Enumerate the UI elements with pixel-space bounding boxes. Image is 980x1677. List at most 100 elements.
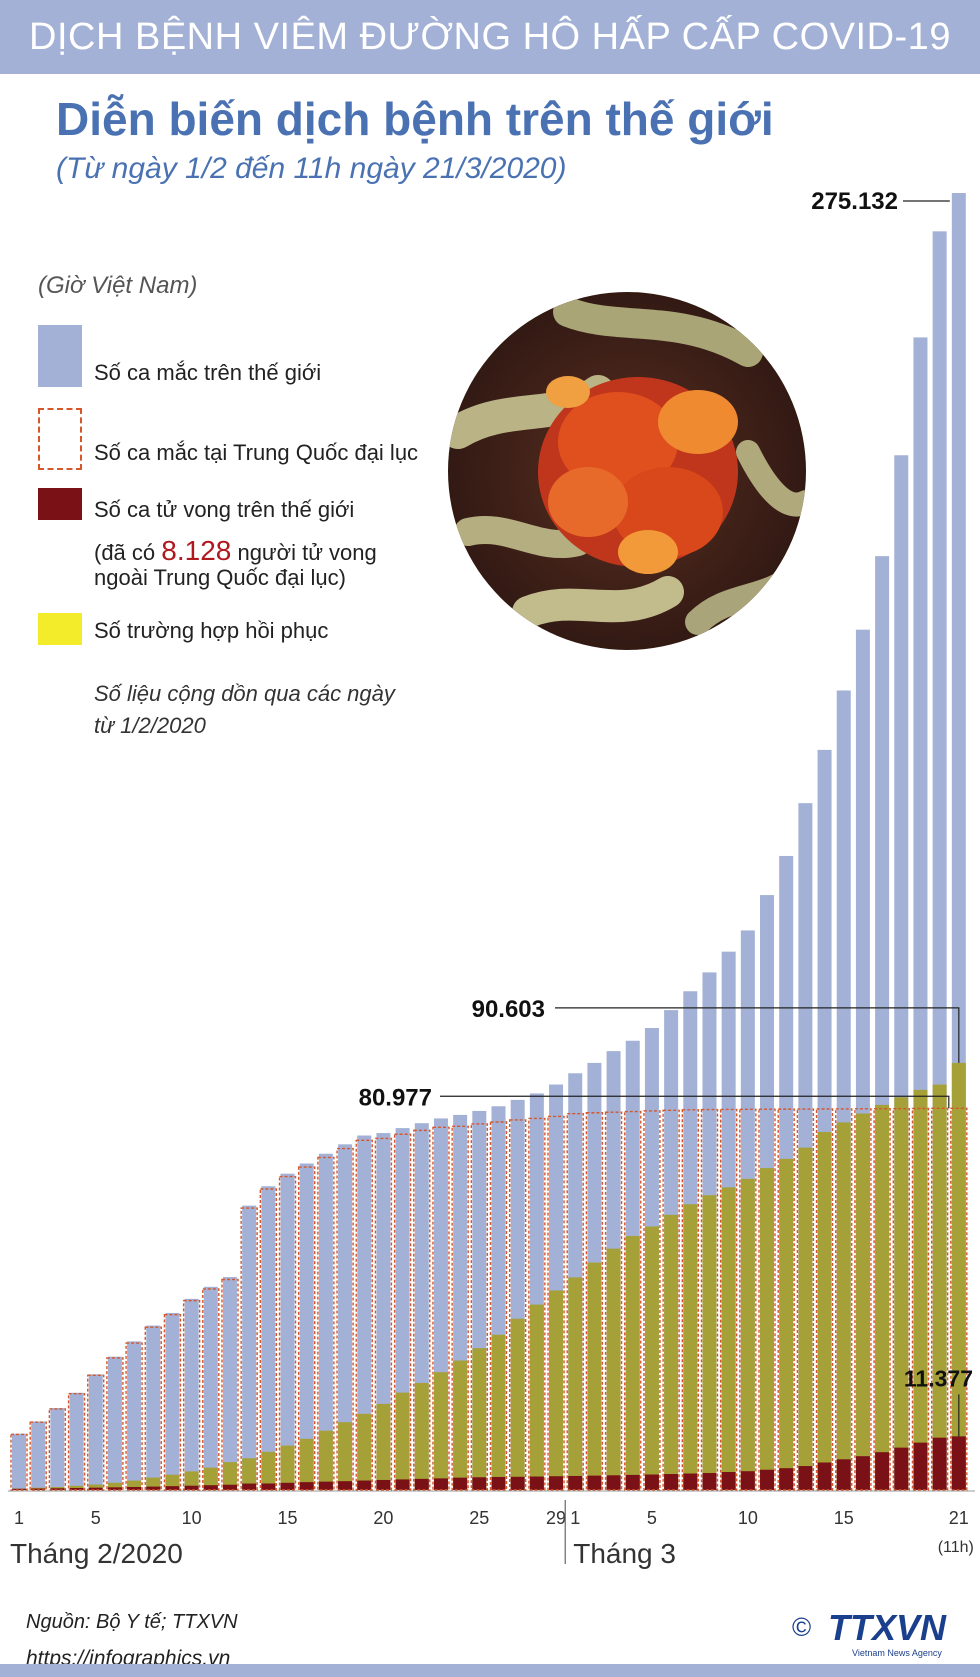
bar-world-deaths bbox=[376, 1479, 391, 1490]
bar-world-deaths bbox=[702, 1473, 717, 1490]
month-label: Tháng 3 bbox=[573, 1538, 676, 1569]
bar-world-cases bbox=[12, 1433, 26, 1490]
source-note: Nguồn: Bộ Y tế; TTXVN bbox=[26, 1611, 238, 1633]
bar-world-deaths bbox=[913, 1442, 928, 1490]
bar-world-deaths bbox=[107, 1487, 122, 1490]
bar-recovered bbox=[817, 1131, 832, 1490]
bar-world-cases bbox=[222, 1277, 237, 1490]
bar-china-cases bbox=[144, 1326, 162, 1491]
bar-china-cases bbox=[508, 1119, 527, 1491]
x-tick-label: 10 bbox=[182, 1508, 202, 1528]
bar-recovered bbox=[951, 1062, 966, 1490]
legend-label-world-cases: Số ca mắc trên thế giới bbox=[94, 360, 322, 385]
bar-china-cases bbox=[604, 1111, 623, 1491]
bar-recovered bbox=[683, 1204, 698, 1490]
bar-recovered bbox=[702, 1195, 717, 1490]
bar-world-deaths bbox=[453, 1477, 468, 1490]
bar-china-cases bbox=[393, 1133, 412, 1491]
x-tick-label: 1 bbox=[570, 1508, 580, 1528]
bar-world-cases bbox=[50, 1408, 65, 1490]
bar-world-deaths bbox=[760, 1469, 775, 1490]
annotation-world-cases: 275.132 bbox=[811, 188, 898, 215]
bar-china-cases bbox=[566, 1113, 584, 1491]
bar-world-cases bbox=[357, 1135, 372, 1490]
bar-world-deaths bbox=[203, 1485, 218, 1490]
x-tick-label: 5 bbox=[647, 1508, 657, 1528]
bar-recovered bbox=[203, 1467, 218, 1490]
bar-china-cases bbox=[298, 1166, 316, 1491]
bar-recovered bbox=[357, 1413, 372, 1490]
bar-world-deaths bbox=[932, 1437, 947, 1490]
legend-swatch-world-deaths bbox=[38, 488, 82, 520]
bar-world-deaths bbox=[261, 1483, 276, 1490]
bar-recovered bbox=[433, 1372, 448, 1490]
bar-recovered bbox=[510, 1318, 525, 1490]
bar-china-cases bbox=[87, 1374, 105, 1491]
bar-china-cases bbox=[202, 1288, 220, 1491]
x-tick-label: 25 bbox=[469, 1508, 489, 1528]
bar-world-cases bbox=[107, 1356, 122, 1490]
legend-label-recovered: Số trường hợp hồi phục bbox=[94, 618, 329, 643]
bar-recovered bbox=[395, 1392, 410, 1490]
bar-china-cases bbox=[777, 1108, 795, 1491]
bar-world-deaths bbox=[12, 1488, 26, 1490]
deaths-note: (đã có 8.128 người tử vong bbox=[94, 535, 377, 567]
bar-world-deaths bbox=[165, 1486, 180, 1490]
bar-recovered bbox=[875, 1104, 890, 1490]
bar-china-cases bbox=[489, 1121, 508, 1491]
banner-title: DỊCH BỆNH VIÊM ĐƯỜNG HÔ HẤP CẤP COVID-19 bbox=[29, 16, 951, 58]
bar-china-cases bbox=[470, 1123, 489, 1491]
legend-swatch-world-cases bbox=[38, 325, 82, 387]
deaths-note-prefix: (đã có bbox=[94, 540, 162, 565]
bar-recovered bbox=[184, 1471, 199, 1490]
bar-recovered bbox=[127, 1480, 142, 1490]
cumulative-note-line2: từ 1/2/2020 bbox=[94, 713, 206, 738]
bar-recovered bbox=[644, 1226, 659, 1490]
bar-world-cases bbox=[146, 1325, 161, 1490]
bar-world-deaths bbox=[855, 1456, 870, 1490]
bar-world-deaths bbox=[568, 1475, 583, 1490]
page-subtitle: (Từ ngày 1/2 đến 11h ngày 21/3/2020) bbox=[56, 152, 567, 185]
bar-recovered bbox=[261, 1451, 276, 1490]
bar-world-deaths bbox=[357, 1480, 372, 1490]
bar-recovered bbox=[549, 1290, 564, 1490]
bar-recovered bbox=[587, 1262, 602, 1490]
bar-china-cases bbox=[67, 1392, 86, 1491]
bar-china-cases bbox=[854, 1108, 872, 1491]
bar-china-cases bbox=[413, 1129, 431, 1491]
bar-world-deaths bbox=[875, 1452, 890, 1490]
bar-recovered bbox=[606, 1248, 621, 1490]
bar-china-cases bbox=[873, 1108, 891, 1491]
bar-recovered bbox=[779, 1158, 794, 1490]
bar-world-deaths bbox=[721, 1472, 736, 1490]
x-tick-label: 20 bbox=[373, 1508, 393, 1528]
bar-recovered bbox=[453, 1360, 468, 1490]
bar-china-cases bbox=[662, 1109, 680, 1491]
bar-china-cases bbox=[240, 1207, 258, 1491]
bar-china-cases bbox=[278, 1175, 297, 1491]
page-title: Diễn biến dịch bệnh trên thế giới bbox=[56, 93, 774, 145]
x-tick-label: 5 bbox=[91, 1508, 101, 1528]
bar-world-deaths bbox=[510, 1476, 525, 1490]
legend-label-china-cases: Số ca mắc tại Trung Quốc đại lục bbox=[94, 440, 419, 465]
bar-world-cases bbox=[88, 1374, 103, 1490]
bar-china-cases bbox=[835, 1108, 853, 1491]
bar-china-cases bbox=[585, 1112, 604, 1491]
bar-china-cases bbox=[758, 1108, 776, 1491]
bar-world-deaths bbox=[664, 1474, 679, 1490]
bar-world-deaths bbox=[184, 1485, 199, 1490]
cumulative-note: Số liệu cộng dồn qua các ngày từ 1/2/202… bbox=[94, 678, 395, 742]
bar-world-deaths bbox=[146, 1486, 161, 1490]
month-label: Tháng 2/2020 bbox=[10, 1538, 183, 1569]
bar-recovered bbox=[855, 1113, 870, 1490]
bar-world-cases bbox=[376, 1133, 391, 1490]
bar-world-deaths bbox=[894, 1447, 909, 1490]
bar-china-cases bbox=[911, 1107, 930, 1491]
bar-world-cases bbox=[242, 1205, 257, 1490]
bar-world-cases bbox=[203, 1286, 218, 1490]
bar-world-deaths bbox=[338, 1481, 353, 1490]
bar-world-deaths bbox=[299, 1482, 314, 1490]
x-tick-label: 15 bbox=[834, 1508, 854, 1528]
bar-recovered bbox=[376, 1403, 391, 1490]
